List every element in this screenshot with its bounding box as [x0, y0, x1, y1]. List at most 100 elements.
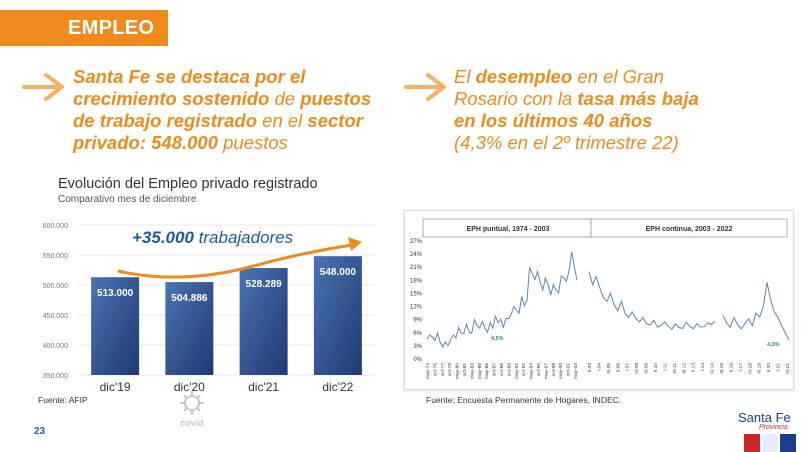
- x-tick-label: oct-01: [566, 363, 572, 377]
- arrow-right-icon: [22, 73, 64, 101]
- headline-text: de: [269, 88, 301, 109]
- headline-text: puestos: [218, 132, 288, 153]
- x-tick-label: I.14: [700, 363, 706, 371]
- page-number: 23: [34, 426, 46, 437]
- y-tick-label: 0%: [413, 357, 422, 363]
- x-tick-label: II.06: [615, 363, 621, 373]
- x-tick-label: II.13: [691, 363, 697, 373]
- headline-text: El: [454, 66, 476, 87]
- eph-chart-source: Fuente: Encuesta Permanente de Hogares, …: [426, 395, 622, 405]
- panel-title: EPH continua, 2003 - 2022: [646, 226, 733, 233]
- x-tick-label: oct-87: [492, 363, 498, 377]
- y-tick-label: 15%: [410, 291, 423, 297]
- bar: [165, 282, 214, 375]
- x-tick-label: IV.11: [672, 363, 678, 374]
- x-tick-label: II.10: [653, 363, 659, 373]
- x-tick-label: dic'20: [174, 380, 205, 394]
- y-tick-label: 9%: [413, 318, 422, 324]
- bar-chart-source: Fuente: AFIP: [38, 395, 88, 405]
- x-tick-label: II.20: [766, 363, 772, 373]
- bar-chart-subtitle: Comparativo mes de diciembre: [58, 194, 197, 205]
- headline-text: de trabajo registrado: [73, 110, 258, 131]
- y-tick-label: 21%: [410, 265, 423, 271]
- y-tick-label: 350.000: [43, 373, 68, 380]
- x-tick-label: may-00: [558, 363, 564, 379]
- bar-value-label: 513.000: [97, 288, 134, 299]
- y-tick-label: 12%: [410, 305, 423, 311]
- y-tick-label: 500.000: [43, 283, 68, 290]
- x-tick-label: I.11: [662, 363, 668, 371]
- headline-text: en el: [257, 110, 308, 131]
- headline-text: Santa Fe se destaca por el: [73, 66, 306, 87]
- x-tick-label: may-94: [529, 363, 535, 379]
- x-tick-label: I.17: [738, 363, 744, 371]
- data-line: [588, 271, 716, 331]
- y-tick-label: 3%: [413, 344, 422, 350]
- section-title: EMPLEO: [68, 16, 155, 39]
- headline-text: tasa más baja: [577, 88, 699, 109]
- x-tick-label: oct-75: [432, 363, 438, 377]
- headline-text: en el Gran: [572, 66, 664, 87]
- x-tick-label: oct-88: [499, 363, 505, 377]
- x-tick-label: may-97: [543, 363, 549, 379]
- unemployment-chart: EPH puntual, 1974 - 2003 EPH continua, 2…: [410, 218, 791, 379]
- covid-icon: covid: [180, 391, 204, 428]
- x-tick-label: may-74: [425, 363, 431, 379]
- x-tick-label: I.04: [596, 363, 602, 371]
- headline-text: puestos: [300, 88, 372, 109]
- x-tick-label: III.12: [681, 363, 687, 374]
- headline-text: desempleo: [475, 66, 573, 87]
- brand-logo-text: Santa Fe: [738, 410, 791, 425]
- x-tick-label: may-80: [455, 363, 461, 379]
- x-tick-label: I.21: [776, 363, 782, 371]
- arrow-right-icon: [404, 73, 446, 101]
- x-tick-label: dic'22: [322, 380, 353, 394]
- data-line: [426, 251, 578, 348]
- bar: [91, 277, 140, 375]
- eph-annotation: 4,5%: [491, 336, 504, 342]
- x-tick-label: IV.14: [710, 363, 716, 374]
- trend-arrow: [117, 243, 353, 279]
- x-tick-label: dic'21: [248, 380, 279, 394]
- x-tick-label: IV.18: [747, 363, 753, 374]
- covid-label: covid: [180, 418, 204, 428]
- bar-chart: 350.000 400.000 450.000 500.000 550.000 600.0…: [43, 223, 375, 394]
- brand-logo-subtext: Provincia: [759, 424, 788, 431]
- x-tick-label: oct-89: [506, 363, 512, 377]
- x-tick-label: oct-77: [440, 363, 446, 377]
- x-tick-label: may-83: [469, 363, 475, 379]
- y-tick-label: 400.000: [43, 343, 68, 350]
- bar-chart-annotation: +35.000 trabajadores: [132, 228, 294, 247]
- brand-logo-icon: [744, 434, 796, 452]
- headline-text: (4,3% en el 2º trimestre 22): [454, 132, 679, 153]
- x-tick-label: oct-95: [536, 363, 542, 377]
- x-tick-label: may-86: [484, 363, 490, 379]
- eph-annotation: 4,3%: [767, 342, 780, 348]
- unemployment-chart-frame: EPH puntual, 1974 - 2003 EPH continua, 2…: [404, 210, 794, 390]
- x-tick-label: dic'19: [100, 380, 131, 394]
- bar-value-label: 548.000: [320, 267, 357, 278]
- bar-value-label: 504.886: [171, 293, 208, 304]
- section-title-bar: EMPLEO: [0, 10, 168, 46]
- headline-text: crecimiento sostenido: [73, 88, 270, 109]
- left-headline: Santa Fe se destaca por el crecimiento s…: [73, 66, 403, 154]
- headline-text: en los últimos 40 años: [454, 110, 653, 131]
- panel-title-box: [590, 218, 788, 238]
- right-headline: El desempleo en el Gran Rosario con la t…: [454, 66, 774, 154]
- x-tick-label: III.05: [606, 363, 612, 374]
- panel-title: EPH puntual, 1974 - 2003: [467, 226, 550, 233]
- x-tick-label: III.09: [644, 363, 650, 374]
- x-tick-label: IV.21: [785, 363, 791, 374]
- y-tick-label: 600.000: [43, 223, 68, 230]
- x-tick-label: III.19: [757, 363, 763, 374]
- x-tick-label: oct-78: [447, 363, 453, 377]
- bar: [313, 256, 362, 375]
- x-tick-label: III.15: [719, 363, 725, 374]
- x-tick-label: IV.08: [634, 363, 640, 374]
- x-tick-label: oct-81: [462, 363, 468, 377]
- y-tick-label: 27%: [410, 239, 423, 245]
- x-tick-label: II.16: [728, 363, 734, 373]
- trend-arrowhead: [348, 237, 362, 251]
- y-tick-label: 6%: [413, 331, 422, 337]
